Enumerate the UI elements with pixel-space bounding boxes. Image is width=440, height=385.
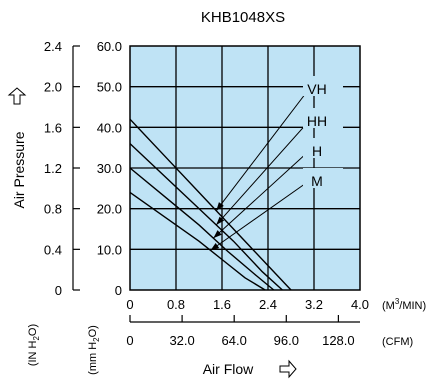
curve-label-bg: [303, 108, 343, 128]
leader-line: [213, 150, 310, 239]
x-tick-label-cfm: 64.0: [222, 333, 247, 348]
y-tick-label-in-h2o: 0.4: [44, 242, 62, 257]
y-tick-label-mm-h2o: 20.0: [97, 202, 122, 217]
y-tick-label-in-h2o: 2.0: [44, 80, 62, 95]
x-tick-label-cfm: 32.0: [169, 333, 194, 348]
y-tick-label-in-h2o: 1.6: [44, 120, 62, 135]
x-tick-label-m3min: 1.6: [213, 297, 231, 312]
y-tick-label-mm-h2o: 40.0: [97, 120, 122, 135]
curve-label-hh: HH: [307, 113, 327, 129]
curve-label-m: M: [311, 173, 323, 189]
chart-title: KHB1048XS: [201, 9, 285, 26]
curve-label-h: H: [312, 143, 322, 159]
curve-label-vh: VH: [307, 81, 326, 97]
leader-arrowhead: [213, 230, 222, 239]
x-tick-label-m3min: 0.8: [167, 297, 185, 312]
leader-arrowhead: [210, 242, 220, 251]
curve-label-bg: [303, 138, 343, 158]
x-tick-label-cfm: 0: [126, 333, 133, 348]
x-tick-label-m3min: 3.2: [305, 297, 323, 312]
y-tick-label-in-h2o: 2.4: [44, 39, 62, 54]
x-axis-cfm: 0 32.0 64.0 96.0 128.0: [126, 315, 360, 348]
y-tick-label-mm-h2o: 50.0: [97, 80, 122, 95]
x-tick-label-m3min: 0: [126, 297, 133, 312]
x-unit-cfm: (CFM): [382, 336, 413, 348]
leader-line: [215, 88, 310, 212]
y-axis-mm-h2o: 60.0 50.0 40.0 30.0 20.0 10.0 0: [97, 39, 122, 298]
x-axis-m3min: 0 0.8 1.6 2.4 3.2 4.0: [126, 297, 369, 312]
y-axis-in-h2o: 2.4 2.0 1.6 1.2 0.8 0.4 0: [44, 39, 80, 298]
y-tick-label-in-h2o: 1.2: [44, 161, 62, 176]
right-arrow-icon: [279, 359, 297, 379]
y-unit-in-h2o: (IN H2O): [27, 324, 41, 366]
y-tick-label-mm-h2o: 10.0: [97, 242, 122, 257]
y-tick-label-mm-h2o: 0: [115, 283, 122, 298]
x-axis-label: Air Flow: [203, 361, 254, 377]
x-tick-label-cfm: 128.0: [322, 333, 355, 348]
leader-arrowhead: [216, 216, 225, 225]
x-tick-label-cfm: 96.0: [274, 333, 299, 348]
leader-line: [210, 180, 310, 251]
leader-arrowhead: [216, 202, 224, 211]
x-unit-m3min: (M3/MIN): [382, 297, 426, 312]
y-tick-label-mm-h2o: 60.0: [97, 39, 122, 54]
x-tick-label-m3min: 2.4: [259, 297, 277, 312]
up-arrow-icon: [7, 87, 27, 105]
y-tick-label-mm-h2o: 30.0: [97, 161, 122, 176]
y-axis-label: Air Pressure: [11, 131, 27, 208]
y-unit-mm-h2o: (mm H2O): [87, 325, 101, 375]
leader-line: [215, 120, 310, 226]
y-tick-label-in-h2o: 0: [55, 283, 62, 298]
y-tick-label-in-h2o: 0.8: [44, 202, 62, 217]
x-tick-label-m3min: 4.0: [351, 297, 369, 312]
curve-label-bg: [303, 168, 343, 188]
curve-label-bg: [303, 76, 343, 96]
